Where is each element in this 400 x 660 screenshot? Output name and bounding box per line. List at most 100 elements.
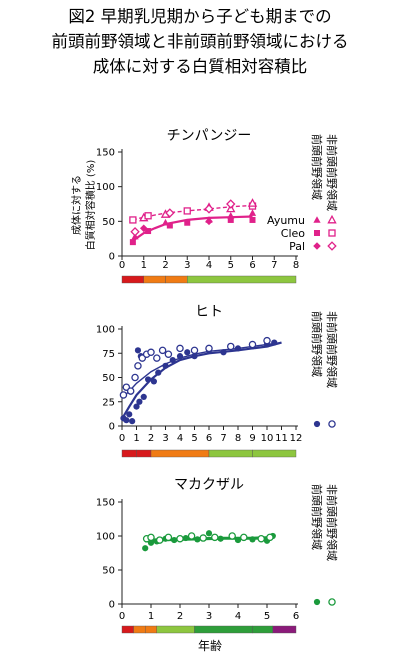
data-point: [257, 534, 265, 543]
legend-region-label: 非前頭前野領域: [325, 311, 339, 388]
data-point: [123, 417, 130, 424]
data-point: [165, 208, 175, 218]
y-tick-label: 100: [96, 532, 115, 543]
data-point: [227, 211, 235, 219]
legend-marker: [313, 216, 321, 223]
data-point: [164, 533, 173, 542]
x-tick-label: 4: [206, 260, 212, 271]
age-bar-segment: [144, 625, 157, 634]
data-point: [145, 228, 152, 235]
data-point: [204, 204, 214, 214]
data-point: [266, 533, 274, 542]
x-tick-label: 1: [141, 260, 147, 271]
data-point: [130, 227, 140, 237]
y-tick-label: 50: [102, 566, 115, 577]
legend-individual-label: Ayumu: [267, 214, 305, 227]
age-bar-segment: [272, 625, 297, 634]
age-bar-segment: [252, 449, 297, 458]
y-axis-label-line: 成体に対する: [70, 175, 83, 235]
y-tick-label: 0: [109, 422, 115, 433]
data-point: [136, 398, 143, 405]
data-point: [220, 349, 227, 356]
x-tick-label: 7: [220, 433, 226, 444]
legend-marker: [313, 420, 321, 428]
x-tick-label: 6: [293, 611, 299, 622]
age-bar-segment: [121, 275, 144, 284]
data-point: [155, 369, 162, 376]
x-tick-label: 5: [228, 260, 234, 271]
x-tick-label: 8: [293, 260, 299, 271]
data-point: [129, 216, 137, 224]
data-point: [176, 534, 184, 543]
x-tick-label: 2: [148, 433, 154, 444]
legend-region-label: 非前頭前野領域: [325, 484, 339, 561]
age-bar-segment: [187, 275, 297, 284]
age-bar-segment: [150, 449, 210, 458]
figure-title-line-3: 成体に対する白質相対容積比: [93, 57, 308, 76]
x-tick-label: 2: [177, 611, 183, 622]
age-bar-segment: [194, 625, 253, 634]
fit-line-prefrontal: [122, 341, 282, 417]
data-point: [129, 418, 136, 425]
x-tick-label: 5: [264, 611, 270, 622]
x-tick-label: 6: [206, 433, 212, 444]
x-tick-label: 3: [184, 260, 190, 271]
data-point: [263, 336, 271, 345]
figure-title-line-1: 図2 早期乳児期から子ども期までの: [68, 7, 331, 26]
y-tick-label: 75: [102, 349, 115, 360]
data-point: [205, 530, 213, 537]
data-point: [226, 342, 235, 351]
chart-title: ヒト: [195, 304, 223, 320]
age-bar-segment: [136, 449, 152, 458]
legend-region-label: 前頭前野領域: [310, 484, 324, 550]
x-tick-label: 8: [235, 433, 241, 444]
data-point: [190, 346, 199, 355]
y-tick-label: 100: [96, 325, 115, 336]
age-bar-segment: [121, 625, 134, 634]
y-tick-label: 50: [102, 217, 115, 228]
chart-title: マカクザル: [174, 477, 244, 493]
data-point: [211, 533, 219, 542]
data-point: [176, 344, 184, 353]
x-tick-label: 0: [119, 433, 125, 444]
chart-panel-2: マカクザル 0 50 100 150 0 1 2 3 4 5 6 前頭前野領域 非前頭前野領域: [96, 477, 339, 634]
data-point: [183, 207, 191, 215]
data-point: [119, 391, 128, 399]
x-tick-label: 1: [133, 433, 139, 444]
x-tick-label: 7: [271, 260, 277, 271]
data-point: [248, 209, 257, 216]
data-point: [205, 344, 213, 353]
data-point: [133, 403, 140, 410]
data-point: [184, 349, 191, 356]
legend: 前頭前野領域 非前頭前野領域: [310, 484, 339, 606]
legend: 前頭前野領域 非前頭前野領域: [310, 311, 339, 428]
data-point: [145, 376, 152, 383]
figure-title: 図2 早期乳児期から子ども期までの 前頭前野領域と非前頭前野領域における 成体に…: [52, 7, 349, 76]
data-point: [166, 222, 173, 229]
data-point: [155, 536, 164, 544]
data-point: [247, 198, 258, 207]
age-bar-segment: [133, 625, 146, 634]
x-tick-label: 9: [249, 433, 255, 444]
fit-line-nonprefrontal: [123, 341, 282, 398]
age-bar-segment: [252, 625, 273, 634]
series-nonprefrontal: [119, 336, 282, 399]
legend-marker: [327, 241, 337, 251]
data-point: [126, 387, 135, 395]
data-point: [187, 532, 196, 540]
legend-marker: [327, 214, 337, 224]
x-tick-label: 4: [235, 611, 241, 622]
y-axis-label-line: 白質相対容積比 (%): [84, 160, 97, 251]
series-prefrontal: [120, 339, 282, 425]
x-tick-label: 11: [275, 433, 288, 444]
x-axis-label: 年齢: [198, 638, 222, 653]
legend-marker: [313, 598, 321, 606]
y-tick-label: 50: [102, 373, 115, 384]
data-point: [228, 532, 236, 540]
age-bar-segment: [121, 449, 137, 458]
legend-region-label: 非前頭前野領域: [325, 134, 339, 211]
chart-title: チンパンジー: [167, 128, 252, 144]
